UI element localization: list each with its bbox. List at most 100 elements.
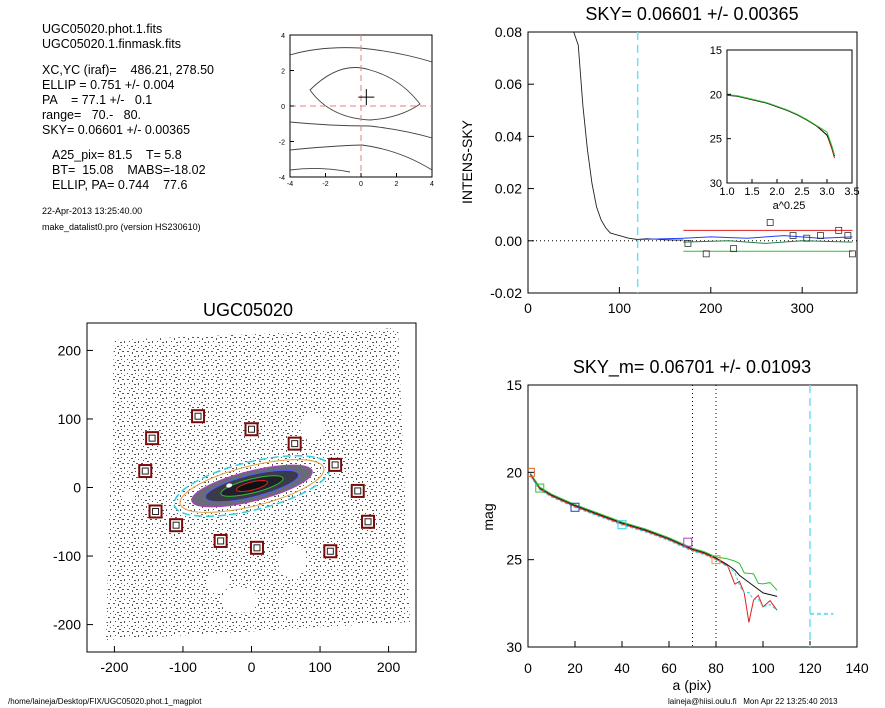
star-mask-box xyxy=(361,514,376,529)
contour-bottom2 xyxy=(290,167,351,173)
sky-sample-box xyxy=(803,234,811,242)
isophote-orange xyxy=(179,459,325,513)
hii-region xyxy=(226,483,233,488)
mag-xtick-label: 60 xyxy=(661,660,677,676)
star-mask-inner xyxy=(152,507,160,515)
centering-xtick-label: -4 xyxy=(287,181,293,188)
inset-xtick-label: 1.0 xyxy=(719,186,734,198)
mag-xtick-label: 120 xyxy=(798,660,822,676)
mag-xlabel: a (pix) xyxy=(673,677,712,693)
user-host: laineja@hiisi.oulu.fi Mon Apr 22 13:25:4… xyxy=(668,697,838,706)
star-mask-box xyxy=(328,457,343,472)
star-mask-inner xyxy=(326,547,334,555)
star-mask-box xyxy=(191,409,206,424)
star-mask-inner xyxy=(141,467,149,475)
star-mask-inner xyxy=(331,461,339,469)
center-coordinates: XC,YC (iraf)= 486.21, 278.50 xyxy=(42,63,214,77)
galaxy-ytick-label: 200 xyxy=(58,342,82,358)
sky-xtick-label: 0 xyxy=(524,300,532,316)
sky-sample-box xyxy=(702,250,710,258)
sky-xtick-label: 200 xyxy=(699,300,723,316)
inset-frame xyxy=(726,49,853,184)
star-mask-box xyxy=(249,540,264,555)
mag-sample-box xyxy=(535,483,545,493)
star-mask-inner xyxy=(364,518,372,526)
inset-xlabel: a^0.25 xyxy=(773,200,806,212)
star-mask-box xyxy=(145,431,160,446)
star-mask-inner xyxy=(172,521,180,529)
mag-sample-box xyxy=(683,537,693,547)
mag-ytick-label: 30 xyxy=(506,639,522,655)
star-mask-box xyxy=(169,518,184,533)
mag-red-line xyxy=(529,474,778,623)
centering-ytick-label: -4 xyxy=(279,175,285,182)
mag-ytick-label: 20 xyxy=(506,464,522,480)
galaxy-xtick-label: 0 xyxy=(248,659,256,675)
centering-panel: -4 -2 0 2 4 4 2 0 -2 -4 xyxy=(279,33,434,188)
centering-ytick-label: 4 xyxy=(281,33,285,40)
galaxy-ytick-label: 100 xyxy=(58,411,82,427)
mag-title: SKY_m= 0.06701 +/- 0.01093 xyxy=(573,357,811,378)
sky-median-line xyxy=(683,240,853,244)
sky-sample-box xyxy=(817,232,824,239)
mag-ylabel: mag xyxy=(480,503,496,530)
centering-ytick-label: -2 xyxy=(279,140,285,147)
star-mask-box xyxy=(287,436,302,451)
galaxy-xtick-label: 100 xyxy=(308,659,332,675)
mag-green-line xyxy=(529,472,778,591)
centering-xtick-label: -2 xyxy=(322,181,328,188)
a25-value: A25_pix= 81.5 T= 5.8 xyxy=(52,148,182,162)
inset-ytick-label: 15 xyxy=(710,45,722,57)
mag-sample-box xyxy=(711,555,721,565)
mag-ytick-label: 15 xyxy=(506,377,522,393)
centering-xtick-label: 4 xyxy=(430,181,434,188)
masked-regions xyxy=(121,413,324,613)
star-mask-inner xyxy=(291,440,299,448)
sky-xtick-label: 100 xyxy=(608,300,632,316)
mag-xtick-label: 140 xyxy=(845,660,869,676)
mag-xtick-label: 40 xyxy=(614,660,630,676)
inset-ytick-label: 20 xyxy=(710,89,722,101)
inset-xtick-label: 1.5 xyxy=(744,186,759,198)
inset-green-line xyxy=(727,94,835,156)
galaxy-image-panel: UGC05020 -200 -100 0 100 200 200 100 0 -100 -200 xyxy=(53,300,417,675)
star-mask-inner xyxy=(217,537,225,545)
star-mask-box xyxy=(213,533,228,548)
star-mask-box xyxy=(350,483,365,498)
contour-bottom xyxy=(290,144,432,171)
sky-ytick-label: 0.00 xyxy=(495,233,522,249)
sky-value: SKY= 0.06601 +/- 0.00365 xyxy=(42,123,191,137)
sky-sample-box xyxy=(789,232,797,239)
sky-title: SKY= 0.06601 +/- 0.00365 xyxy=(585,4,798,24)
star-mask-box xyxy=(244,422,259,437)
bt-value: BT= 15.08 MABS=-18.02 xyxy=(52,163,206,177)
sky-profile-line xyxy=(572,32,684,241)
centering-ytick-label: 2 xyxy=(281,69,285,76)
sky-sample-box xyxy=(835,226,843,234)
contour-inner xyxy=(309,67,421,121)
mag-frame xyxy=(527,384,858,648)
sky-ytick-label: 0.04 xyxy=(495,128,522,144)
star-mask-box xyxy=(323,544,338,559)
galaxy-ytick-label: -100 xyxy=(53,548,81,564)
star-mask-box xyxy=(148,504,163,519)
galaxy-xtick-label: -100 xyxy=(169,659,197,675)
inset-ytick-label: 25 xyxy=(710,134,722,146)
galaxy-xtick-label: 200 xyxy=(377,659,401,675)
sky-ytick-label: 0.02 xyxy=(495,181,522,197)
sky-frame xyxy=(527,31,858,294)
galaxy-ytick-label: 0 xyxy=(73,480,81,496)
star-mask-inner xyxy=(253,544,261,552)
mag-ytick-label: 25 xyxy=(506,552,522,568)
sky-profile-panel: SKY= 0.06601 +/- 0.00365 INTENS-SKY 0 100… xyxy=(459,4,860,316)
galaxy-ytick-label: -200 xyxy=(53,617,81,633)
file-name-1: UGC05020.phot.1.fits xyxy=(42,22,163,36)
mag-xtick-label: 80 xyxy=(708,660,724,676)
mag-sample-box xyxy=(528,467,535,477)
sky-sample-box xyxy=(730,245,738,253)
centering-xtick-label: 0 xyxy=(359,181,363,188)
mag-sample-box xyxy=(617,520,627,530)
sky-ylabel: INTENS-SKY xyxy=(459,119,475,204)
sky-xtick-label: 300 xyxy=(790,300,814,316)
mag-black-line xyxy=(529,473,778,597)
